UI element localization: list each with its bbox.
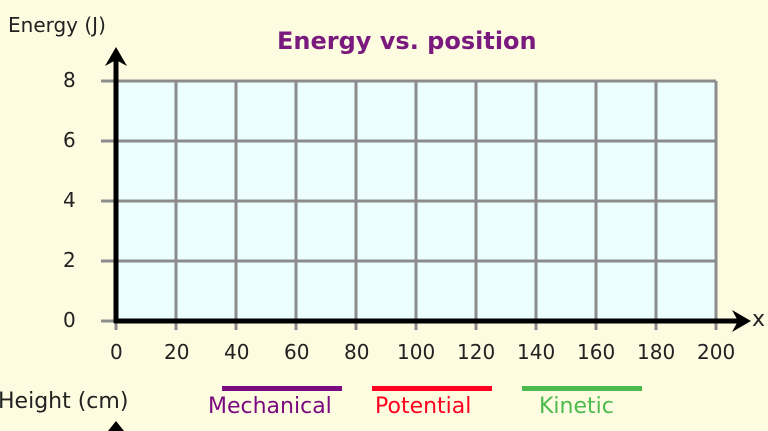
x-tick: 140	[517, 340, 556, 364]
x-tick: 120	[457, 340, 496, 364]
height-axis-arrow-icon	[108, 421, 124, 431]
x-tick: 180	[637, 340, 676, 364]
legend-swatch-mechanical	[222, 386, 342, 391]
legend-label-mechanical: Mechanical	[208, 394, 332, 419]
x-tick: 160	[577, 340, 616, 364]
x-tick: 60	[284, 340, 310, 364]
x-tick: 20	[164, 340, 190, 364]
y-tick: 6	[63, 128, 76, 152]
y-axis-label: Energy (J)	[8, 13, 106, 37]
legend-swatch-potential	[372, 386, 492, 391]
legend-label-potential: Potential	[375, 394, 472, 419]
legend-label-kinetic: Kinetic	[539, 394, 614, 419]
legend-swatch-kinetic	[522, 386, 642, 391]
x-tick: 80	[344, 340, 370, 364]
grid	[101, 79, 718, 330]
x-tick: 200	[697, 340, 736, 364]
y-tick: 0	[63, 308, 76, 332]
height-axis-label: Height (cm)	[0, 389, 129, 414]
chart-title: Energy vs. position	[277, 27, 537, 55]
y-tick: 8	[63, 68, 76, 92]
y-tick: 4	[63, 188, 76, 212]
y-tick: 2	[63, 248, 76, 272]
x-tick: 100	[397, 340, 436, 364]
x-tick: 0	[110, 340, 123, 364]
y-axis	[105, 47, 127, 323]
y-axis-arrow-icon	[105, 47, 127, 66]
x-axis	[114, 310, 751, 332]
x-axis-arrow-icon	[732, 310, 751, 332]
x-tick: 40	[224, 340, 250, 364]
x-axis-label: x	[752, 307, 766, 332]
